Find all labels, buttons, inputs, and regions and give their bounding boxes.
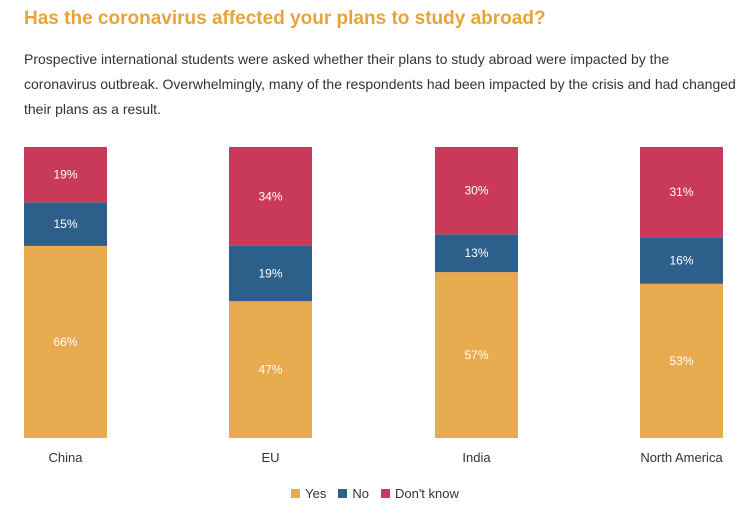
chart-title: Has the coronavirus affected your plans … [24,8,546,29]
legend: Yes No Don't know [0,486,750,501]
legend-label-no: No [352,486,369,501]
data-label-india-no: 13% [464,246,488,260]
data-label-china-no: 15% [53,217,77,231]
category-label-india: India [462,450,491,465]
category-label-china: China [49,450,84,465]
category-label-north-america: North America [640,450,723,465]
legend-swatch-yes [291,489,301,498]
bar-segment-china-yes [24,245,107,438]
data-label-china-don-t-know: 19% [53,168,77,182]
bar-segment-eu-yes [229,301,312,438]
data-label-eu-yes: 47% [258,363,282,377]
data-label-india-yes: 57% [464,348,488,362]
data-label-north-america-yes: 53% [669,354,693,368]
bar-segment-india-yes [435,272,518,438]
legend-label-yes: Yes [305,486,327,501]
legend-swatch-dont-know [380,489,390,498]
bar-segment-india-no [435,234,518,273]
bar-segment-china-don-t-know [24,147,107,203]
data-label-eu-don-t-know: 34% [258,189,282,203]
data-label-eu-no: 19% [258,267,282,281]
bar-segment-eu-no [229,245,312,302]
legend-item-dont-know: Don't know [380,486,459,501]
chart-description: Prospective international students were … [24,51,736,117]
data-label-north-america-no: 16% [669,253,693,267]
bar-segment-north-america-don-t-know [640,147,723,238]
bar-segment-china-no [24,202,107,246]
data-label-china-yes: 66% [53,335,77,349]
bar-segment-north-america-yes [640,283,723,438]
bar-segment-north-america-no [640,237,723,284]
stacked-bar-chart: 66% 15% 19% China 47% 19% 34% EU 57% 13% 30% India 5… [24,147,723,465]
legend-item-no: No [338,486,369,501]
legend-label-dont-know: Don't know [394,486,459,501]
bar-segment-india-don-t-know [435,147,518,235]
legend-item-yes: Yes [291,486,326,501]
data-label-india-don-t-know: 30% [464,184,488,198]
data-label-north-america-don-t-know: 31% [669,185,693,199]
bar-segment-eu-don-t-know [229,147,312,246]
legend-swatch-no [338,489,348,498]
category-label-eu: EU [261,450,279,465]
